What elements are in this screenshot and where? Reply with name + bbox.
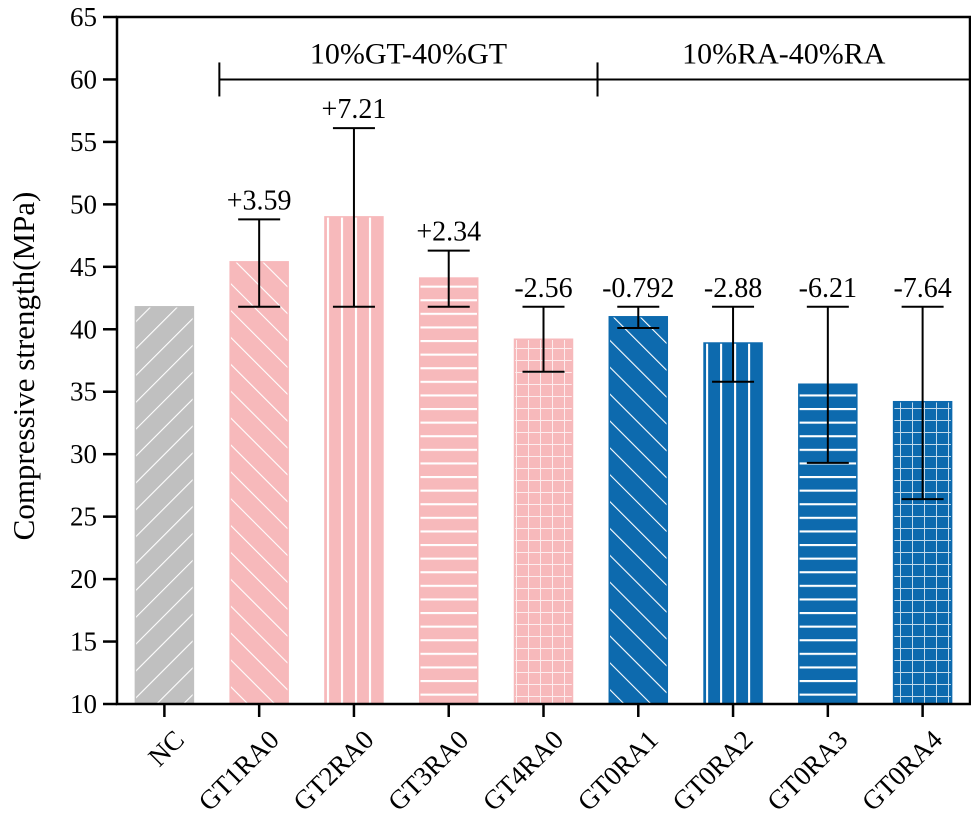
y-tick-label: 10 (70, 689, 97, 719)
x-tick-label-GT0RA3: GT0RA3 (761, 724, 853, 816)
error-bar-GT2RA0 (332, 127, 375, 308)
x-tick-label-GT0RA2: GT0RA2 (666, 724, 758, 816)
error-bar-GT0RA2 (712, 305, 755, 383)
bar-GT1RA0 (229, 261, 289, 705)
x-tick-label-GT1RA0: GT1RA0 (192, 724, 284, 816)
data-label-GT3RA0: +2.34 (416, 217, 481, 248)
y-tick-label: 25 (70, 502, 97, 532)
bar-GT0RA2 (703, 342, 763, 705)
data-label-GT0RA3: -6.21 (799, 273, 857, 304)
bar-GT0RA1 (608, 316, 669, 705)
error-bar-GT1RA0 (238, 218, 281, 308)
error-bar-GT0RA4 (901, 305, 944, 501)
data-label-GT0RA2: -2.88 (704, 273, 762, 304)
y-tick-label: 35 (70, 377, 97, 407)
y-tick-label: 55 (70, 127, 97, 157)
data-label-GT1RA0: +3.59 (227, 185, 292, 216)
y-tick-label: 50 (70, 189, 97, 219)
bars (134, 216, 953, 705)
x-tick-label-GT0RA4: GT0RA4 (856, 724, 949, 817)
error-bar-GT0RA1 (617, 305, 660, 330)
error-bar-GT4RA0 (522, 305, 565, 373)
error-bar-GT0RA3 (806, 305, 849, 464)
x-tick-label-GT4RA0: GT4RA0 (477, 724, 569, 816)
data-label-GT2RA0: +7.21 (322, 94, 387, 125)
y-tick-label: 15 (70, 627, 97, 657)
data-label-GT4RA0: -2.56 (514, 273, 572, 304)
y-tick-label: 30 (70, 439, 97, 469)
x-tick-label-GT0RA1: GT0RA1 (572, 724, 664, 816)
x-tick-label-GT3RA0: GT3RA0 (382, 724, 474, 816)
x-tick-label-NC: NC (142, 724, 190, 772)
y-tick-label: 60 (70, 64, 97, 94)
plot-frame (115, 15, 971, 706)
y-tick-label: 45 (70, 252, 97, 282)
y-tick-label: 40 (70, 314, 97, 344)
bracket-label-2: 10%RA-40%RA (682, 37, 886, 70)
data-label-GT0RA1: -0.792 (602, 273, 674, 304)
error-bars: +3.59 +7.21 +2.34 -2.56 -0.792 -2.88 -6.21 -7.6… (227, 94, 952, 501)
bar-GT4RA0 (513, 338, 574, 705)
error-bar-GT3RA0 (427, 249, 470, 308)
bar-GT3RA0 (418, 277, 479, 705)
bracket-2 (596, 62, 970, 97)
y-tick-label: 20 (70, 564, 97, 594)
y-tick-label: 65 (70, 2, 97, 32)
annotations: 10%GT-40%GT 10%RA-40%RA (218, 37, 970, 97)
bracket-label-1: 10%GT-40%GT (310, 37, 507, 70)
bar-NC (134, 306, 195, 705)
y-axis-label: Compressive strength(MPa) (6, 192, 41, 541)
data-label-GT0RA4: -7.64 (893, 273, 951, 304)
x-tick-label-GT2RA0: GT2RA0 (287, 724, 379, 816)
